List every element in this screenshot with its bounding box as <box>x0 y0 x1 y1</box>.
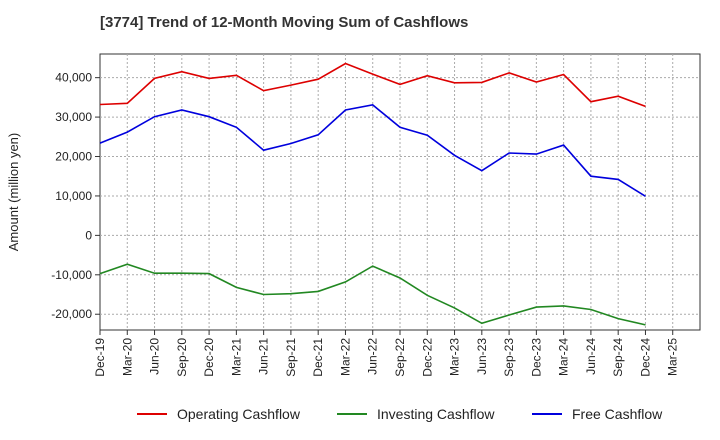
x-tick-label: Mar-20 <box>120 338 134 376</box>
x-tick-label: Jun-20 <box>148 338 162 375</box>
grid-lines <box>100 54 700 330</box>
x-tick-label: Sep-22 <box>393 338 407 377</box>
x-tick-label: Sep-23 <box>502 338 516 377</box>
y-tick-label: 40,000 <box>55 71 92 85</box>
x-tick-label: Dec-21 <box>311 338 325 377</box>
x-tick-label: Dec-24 <box>638 338 652 377</box>
x-tick-label: Dec-23 <box>529 338 543 377</box>
legend-label-free-cashflow: Free Cashflow <box>572 406 663 422</box>
x-tick-label: Jun-23 <box>475 338 489 375</box>
investing-cashflow-line <box>99 263 646 326</box>
x-tick-label: Sep-21 <box>284 338 298 377</box>
x-tick-label: Mar-25 <box>666 338 680 376</box>
x-tick-label: Dec-19 <box>93 338 107 377</box>
x-tick-label: Jun-22 <box>366 338 380 375</box>
x-tick-label: Mar-21 <box>229 338 243 376</box>
legend-label-investing-cashflow: Investing Cashflow <box>377 406 495 422</box>
x-tick-label: Dec-22 <box>420 338 434 377</box>
free-cashflow-line <box>99 104 646 197</box>
y-tick-label: -10,000 <box>51 268 92 282</box>
x-tick-label: Mar-23 <box>448 338 462 376</box>
x-tick-label: Sep-20 <box>175 338 189 377</box>
y-axis-label: Amount (million yen) <box>6 133 21 252</box>
operating-cashflow-line <box>99 62 646 108</box>
x-tick-label: Jun-24 <box>584 338 598 375</box>
y-tick-label: -20,000 <box>51 307 92 321</box>
y-tick-label: 10,000 <box>55 189 92 203</box>
x-tick-label: Mar-22 <box>338 338 352 376</box>
chart-title: [3774] Trend of 12-Month Moving Sum of C… <box>100 14 469 31</box>
x-tick-label: Dec-20 <box>202 338 216 377</box>
y-tick-label: 0 <box>85 228 92 242</box>
y-tick-label: 20,000 <box>55 150 92 164</box>
legend-label-operating-cashflow: Operating Cashflow <box>177 406 301 422</box>
series-lines <box>99 62 646 326</box>
y-axis-ticks: -20,000 -10,000 0 10,000 20,000 30,000 40,000 <box>51 71 100 321</box>
x-axis-ticks: Dec-19 Mar-20 Jun-20 Sep-20 Dec-20 Mar-21 Jun-… <box>93 330 680 377</box>
y-tick-label: 30,000 <box>55 110 92 124</box>
x-tick-label: Jun-21 <box>257 338 271 375</box>
x-tick-label: Sep-24 <box>611 338 625 377</box>
legend: Operating Cashflow Investing Cashflow Free… <box>137 406 663 422</box>
x-tick-label: Mar-24 <box>557 338 571 376</box>
